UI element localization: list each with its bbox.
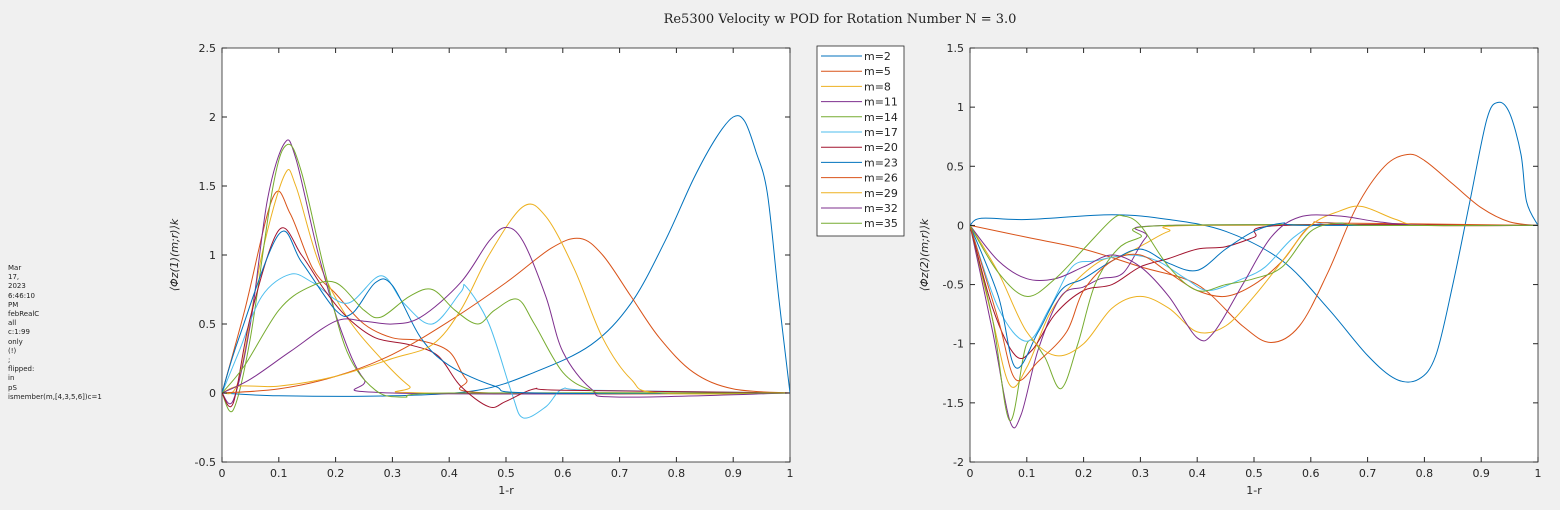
note-line: (!) — [8, 346, 17, 355]
x-tick-label: 0.1 — [270, 467, 288, 480]
note-line: 6:46:10 — [8, 291, 35, 300]
y-tick-label: -1.5 — [943, 397, 964, 410]
y-tick-label: 2 — [209, 111, 216, 124]
legend-entry: m=23 — [864, 156, 898, 169]
note-line: PM — [8, 300, 19, 309]
plot-area — [969, 47, 1539, 463]
series-line-m=23 — [970, 222, 1538, 369]
y-tick-label: -0.5 — [943, 279, 964, 292]
series-line-m=20 — [222, 227, 790, 408]
legend-entry: m=5 — [864, 65, 891, 78]
y-tick-label: -2 — [953, 456, 964, 469]
series-line-m=35 — [970, 214, 1538, 297]
y-tick-label: 0.5 — [199, 318, 217, 331]
y-tick-label: 1 — [209, 249, 216, 262]
series-line-m=14 — [970, 224, 1538, 422]
legend-entry: m=11 — [864, 96, 898, 109]
y-tick-label: 0 — [957, 219, 964, 232]
series-line-m=32 — [222, 226, 790, 398]
x-tick-label: 0 — [967, 467, 974, 480]
note-line: 2023 — [8, 282, 26, 291]
legend-entry: m=8 — [864, 80, 891, 93]
x-tick-label: 0.6 — [1302, 467, 1320, 480]
note-line: 17, — [8, 273, 20, 282]
legend-entry: m=14 — [864, 111, 898, 124]
x-tick-label: 0.8 — [668, 467, 686, 480]
note-line: c:1:99 — [8, 328, 30, 337]
series-line-m=2 — [222, 115, 790, 397]
series-line-m=29 — [222, 203, 790, 395]
series-line-m=5 — [970, 153, 1538, 344]
y-tick-label: 0.5 — [947, 160, 965, 173]
series-line-m=14 — [222, 143, 790, 413]
series-line-m=2 — [970, 101, 1538, 383]
x-tick-label: 0.2 — [327, 467, 345, 480]
y-tick-label: -1 — [953, 338, 964, 351]
series-line-m=23 — [222, 230, 790, 395]
y-tick-label: 1 — [957, 101, 964, 114]
x-tick-label: 0.7 — [1359, 467, 1377, 480]
x-tick-label: 0.5 — [497, 467, 515, 480]
x-tick-label: 0.9 — [724, 467, 742, 480]
axes-2: 0 0.1 0.2 0.3 0.4 0.5 0.6 0.7 0.8 0.9 1 -2 -1.5 -1 -0.… — [918, 42, 1542, 497]
x-axis-label: 1-r — [1246, 484, 1262, 497]
x-tick-label: 0.3 — [1132, 467, 1150, 480]
legend-entry: m=35 — [864, 217, 898, 230]
note-line: all — [8, 319, 17, 328]
note-line: ; — [8, 356, 11, 365]
y-axis-label: ⟨Φz(2)(m;r)⟩k — [918, 218, 931, 291]
x-tick-label: 0.6 — [554, 467, 572, 480]
x-tick-label: 0.3 — [384, 467, 402, 480]
x-tick-label: 0 — [219, 467, 226, 480]
figure-title: Re5300 Velocity w POD for Rotation Numbe… — [663, 12, 1017, 27]
legend-box — [816, 45, 905, 237]
series-line-m=32 — [970, 214, 1538, 342]
legend-entry: m=32 — [864, 202, 898, 215]
y-tick-label: 1.5 — [947, 42, 965, 55]
y-axis-label: ⟨Φz(1)(m;r)⟩k — [168, 218, 181, 291]
series-line-m=17 — [222, 273, 790, 419]
x-tick-label: 0.2 — [1075, 467, 1093, 480]
series-line-m=11 — [222, 139, 790, 405]
legend-entry: m=17 — [864, 126, 898, 139]
note-line: pS — [8, 383, 17, 392]
y-tick-label: -0.5 — [195, 456, 216, 469]
x-tick-label: 0.7 — [611, 467, 629, 480]
note-line: in — [8, 374, 15, 383]
note-line: ismember(m,[4,3,5,6])c=1 — [8, 392, 102, 401]
legend-entry: m=29 — [864, 187, 898, 200]
annotation-note: Mar 17, 2023 6:46:10 PM febRealC all c:1:99 only… — [8, 264, 102, 402]
x-tick-label: 0.4 — [1188, 467, 1206, 480]
y-tick-label: 1.5 — [199, 180, 217, 193]
x-tick-label: 0.9 — [1472, 467, 1490, 480]
legend: m=2 m=5 m=8 m=11 m=14 m=17 m=20 m=23 m=26 m=29 m=3… — [816, 45, 905, 237]
note-line: febRealC — [8, 310, 40, 319]
x-axis-label: 1-r — [498, 484, 514, 497]
legend-entry: m=26 — [864, 172, 898, 185]
axes-1: 0 0.1 0.2 0.3 0.4 0.5 0.6 0.7 0.8 0.9 1-0.500.511.… — [168, 42, 794, 497]
note-line: Mar — [8, 264, 22, 272]
note-line: flipped: — [8, 365, 35, 374]
y-tick-label: 0 — [209, 387, 216, 400]
series-line-m=5 — [222, 190, 790, 395]
note-line: only — [8, 337, 23, 346]
x-tick-label: 1 — [1535, 467, 1542, 480]
x-tick-label: 0.1 — [1018, 467, 1036, 480]
x-tick-label: 1 — [787, 467, 794, 480]
x-tick-label: 0.8 — [1416, 467, 1434, 480]
x-tick-label: 0.4 — [440, 467, 458, 480]
y-tick-label: 2.5 — [199, 42, 217, 55]
x-tick-label: 0.5 — [1245, 467, 1263, 480]
series-line-m=35 — [222, 280, 790, 394]
legend-entry: m=20 — [864, 141, 898, 154]
legend-entry: m=2 — [864, 50, 891, 63]
